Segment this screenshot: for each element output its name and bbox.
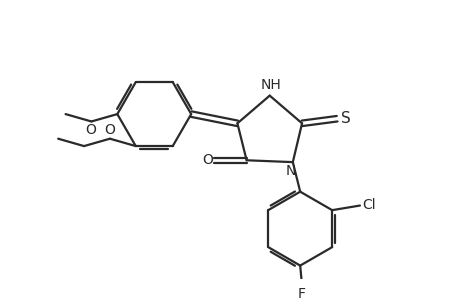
Text: O: O (104, 123, 115, 137)
Text: O: O (202, 153, 213, 167)
Text: O: O (85, 123, 96, 137)
Text: Cl: Cl (362, 198, 375, 212)
Text: S: S (340, 111, 350, 126)
Text: N: N (285, 164, 296, 178)
Text: F: F (297, 287, 305, 300)
Text: NH: NH (260, 79, 280, 92)
